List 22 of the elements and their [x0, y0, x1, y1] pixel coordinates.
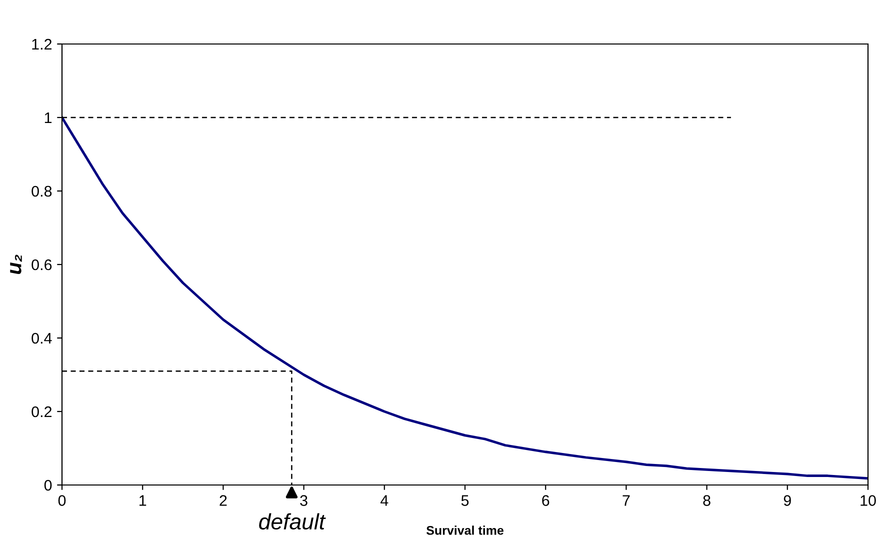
y-tick-label: 0.2 — [32, 406, 52, 418]
y-tick-label: 1.2 — [32, 38, 52, 50]
x-tick-label: 10 — [860, 495, 876, 506]
line-series — [62, 116, 868, 480]
y-tick-label: 0.6 — [32, 259, 52, 270]
x-tick-label: 9 — [784, 495, 791, 506]
y-tick-label: 0 — [44, 480, 52, 491]
x-tick-label: 7 — [622, 495, 630, 506]
y-tick-label: 0.8 — [32, 186, 52, 197]
x-tick-label: 5 — [461, 495, 469, 506]
x-tick-label: 3 — [300, 495, 308, 506]
y-tick-label: 1 — [44, 112, 52, 124]
x-tick-label: 0 — [58, 495, 66, 506]
x-axis-title: Survival time — [426, 526, 504, 535]
x-tick-label: 8 — [703, 495, 710, 506]
y-tick-label: 0.4 — [32, 332, 52, 344]
x-tick-label: 2 — [220, 495, 227, 506]
x-tick-label: 4 — [380, 495, 388, 506]
annotation: default — [259, 513, 326, 530]
y-axis-title: u₂ — [10, 254, 22, 274]
x-tick-label: 6 — [542, 495, 550, 506]
x-tick-label: 1 — [140, 495, 146, 506]
